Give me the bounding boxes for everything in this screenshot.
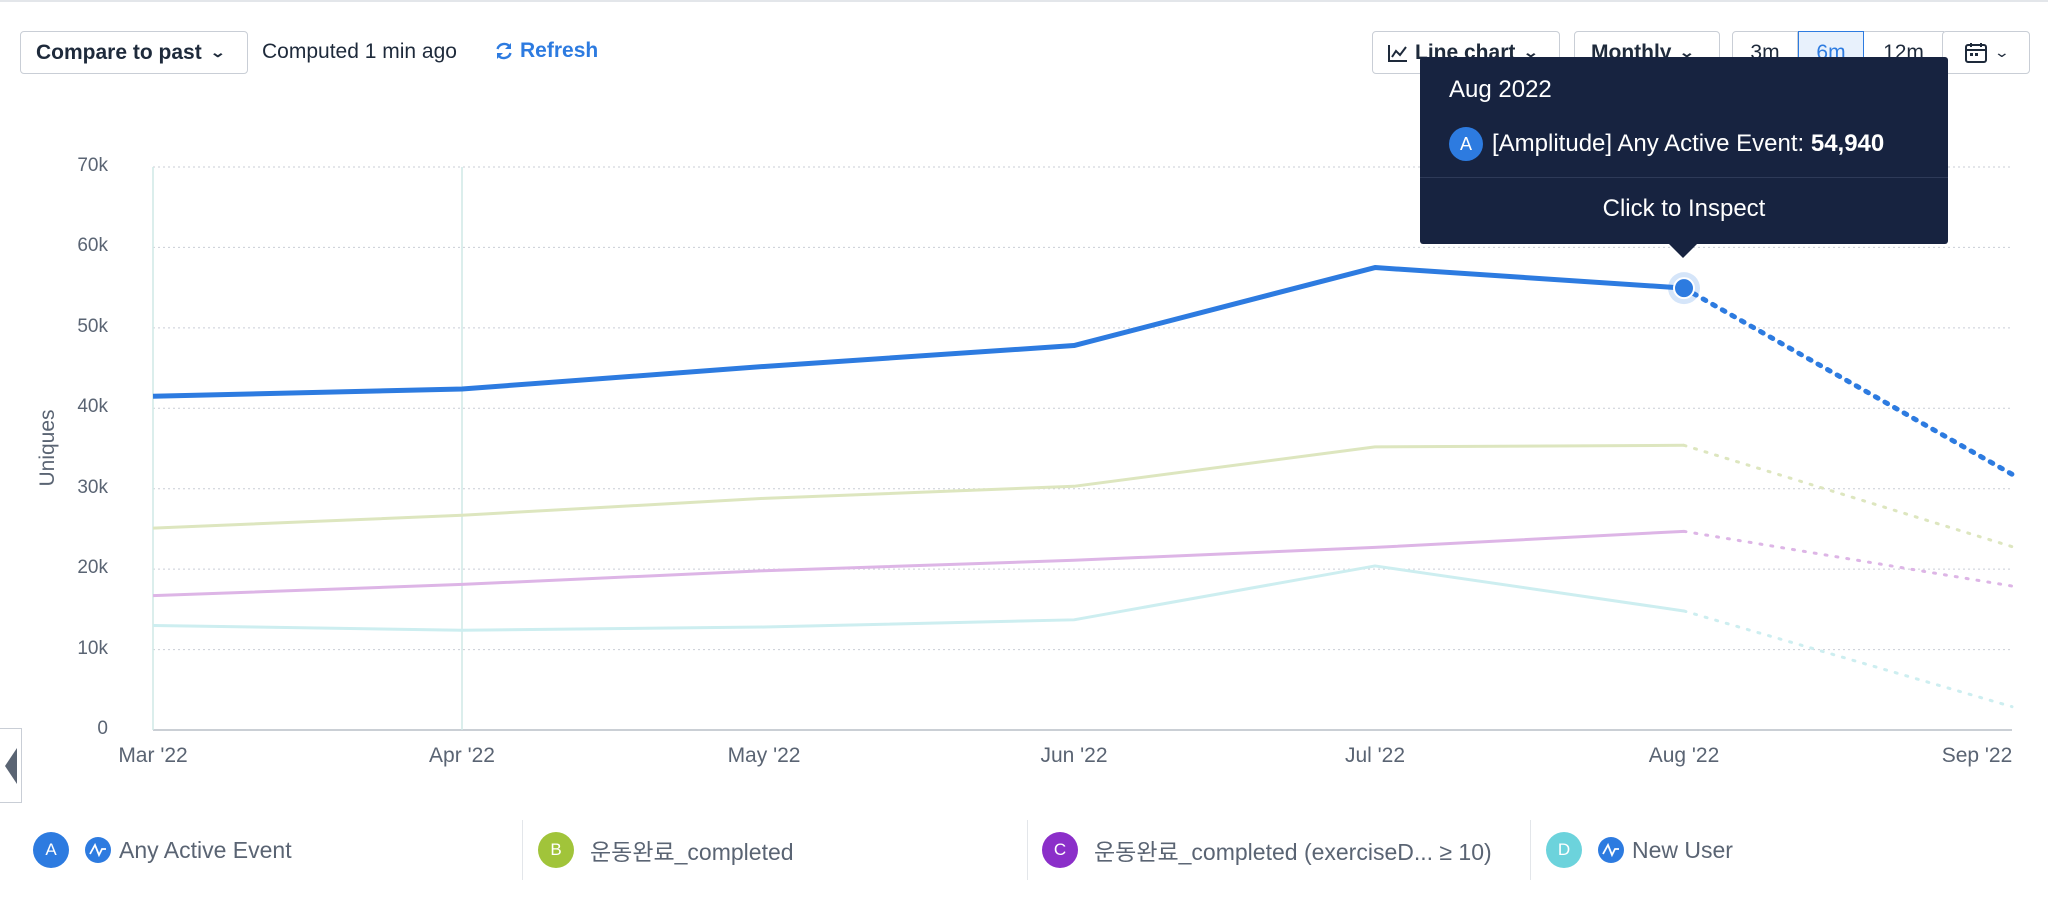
- chevron-down-icon: ⌄: [1523, 44, 1540, 60]
- x-tick-label: Aug '22: [1648, 744, 1720, 767]
- legend-badge: A: [33, 832, 69, 868]
- tooltip-arrow: [1668, 243, 1698, 258]
- legend-divider: [522, 820, 523, 880]
- date-picker-button[interactable]: ⌄: [1942, 31, 2030, 74]
- legend-divider: [1027, 820, 1028, 880]
- legend-item-new-user[interactable]: D New User: [1546, 820, 1733, 880]
- x-tick-label: May '22: [727, 744, 801, 767]
- refresh-icon: [496, 42, 512, 60]
- click-to-inspect-link[interactable]: Click to Inspect: [1602, 195, 1766, 222]
- compare-label: Compare to past: [36, 40, 202, 64]
- chevron-left-icon: [4, 747, 17, 784]
- series-line-incomplete: [1682, 529, 2014, 588]
- legend-item-exercise-completed-filtered[interactable]: C 운동완료_completed (exerciseD... ≥ 10): [1042, 820, 1492, 880]
- data-point: [1673, 277, 1695, 300]
- tooltip-divider: [1420, 177, 1948, 178]
- legend-label: 운동완료_completed: [590, 839, 794, 865]
- refresh-label: Refresh: [520, 39, 599, 62]
- legend-badge: C: [1042, 832, 1078, 868]
- tooltip-date: Aug 2022: [1449, 76, 1552, 103]
- series-line-incomplete: [1682, 443, 2014, 549]
- top-border: [0, 0, 2048, 2]
- amplitude-icon: [1598, 837, 1624, 863]
- chevron-down-icon: ⌄: [209, 44, 226, 60]
- chart-legend: A Any Active Event B 운동완료_completed C 운동…: [0, 820, 2048, 880]
- y-tick-label: 10k: [77, 637, 108, 659]
- y-tick-label: 40k: [77, 396, 108, 418]
- series-line: [152, 265, 1685, 399]
- compare-to-past-dropdown[interactable]: Compare to past ⌄: [20, 31, 248, 74]
- x-tick-label: Sep '22: [1941, 744, 2013, 767]
- chevron-down-icon: ⌄: [1679, 44, 1696, 60]
- legend-badge: D: [1546, 832, 1582, 868]
- y-tick-label: 30k: [77, 476, 108, 498]
- calendar-icon: [1965, 42, 1988, 63]
- tooltip-event-label: [Amplitude] Any Active Event:: [1492, 130, 1811, 157]
- refresh-button[interactable]: Refresh: [494, 39, 598, 63]
- tooltip-value: 54,940: [1810, 130, 1885, 157]
- computed-status: Computed 1 min ago: [262, 40, 457, 63]
- legend-item-exercise-completed[interactable]: B 운동완료_completed: [538, 820, 794, 880]
- legend-badge: B: [538, 832, 574, 868]
- series-line-incomplete: [1681, 285, 2015, 477]
- y-tick-label: 50k: [77, 315, 108, 337]
- x-tick-label: Mar '22: [118, 744, 188, 767]
- series-line: [152, 443, 1685, 530]
- chevron-down-icon: ⌄: [1993, 44, 2011, 60]
- legend-label: 운동완료_completed (exerciseD... ≥ 10): [1094, 839, 1492, 865]
- data-tooltip[interactable]: Aug 2022 A [Amplitude] Any Active Event:…: [1420, 57, 1948, 244]
- y-tick-label: 0: [97, 718, 108, 739]
- amplitude-icon: [85, 837, 111, 863]
- x-tick-label: Apr '22: [429, 744, 495, 767]
- x-tick-label: Jun '22: [1040, 744, 1108, 767]
- line-chart-icon: [1388, 44, 1407, 62]
- series-line: [152, 529, 1685, 598]
- series-line-incomplete: [1682, 609, 2014, 709]
- legend-item-any-active-event[interactable]: A Any Active Event: [33, 820, 292, 880]
- tooltip-row: A [Amplitude] Any Active Event: 54,940: [1449, 127, 1884, 161]
- tooltip-series-badge: A: [1449, 127, 1483, 161]
- y-tick-label: 60k: [77, 235, 108, 257]
- legend-divider: [1530, 820, 1531, 880]
- legend-label: Any Active Event: [119, 836, 292, 863]
- collapse-panel-tab[interactable]: [0, 728, 22, 803]
- series-line: [152, 564, 1685, 632]
- y-tick-label: 70k: [77, 155, 108, 176]
- y-tick-label: 20k: [77, 557, 108, 579]
- legend-label: New User: [1632, 836, 1733, 863]
- x-tick-label: Jul '22: [1344, 744, 1406, 767]
